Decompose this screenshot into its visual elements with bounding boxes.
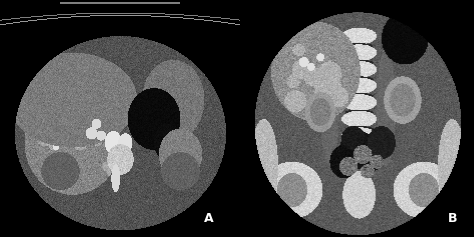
Circle shape [439,204,466,232]
Circle shape [195,204,223,232]
Text: B: B [448,212,458,224]
Text: A: A [204,212,214,224]
